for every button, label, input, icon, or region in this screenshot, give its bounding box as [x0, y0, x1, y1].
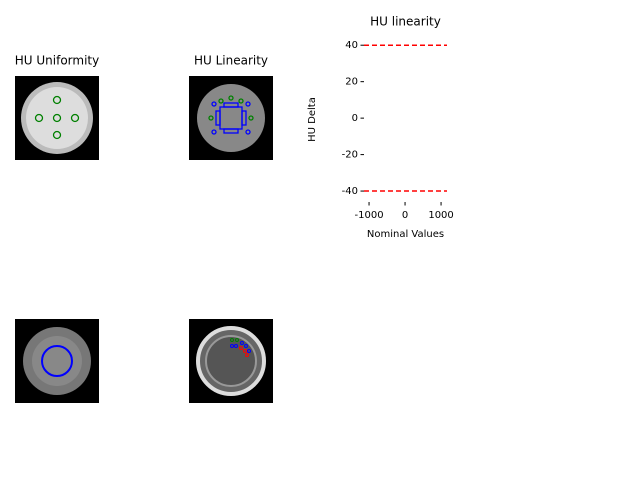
chart-title: HU linearity	[370, 15, 441, 29]
y-tick-label: -40	[342, 186, 358, 197]
y-tick-label: 20	[345, 77, 358, 88]
low-contrast-image	[189, 319, 273, 403]
linearity-image	[189, 76, 273, 160]
x-tick-label: -1000	[355, 210, 384, 221]
x-tick-label: 1000	[428, 210, 453, 221]
uniformity-image	[15, 76, 99, 160]
y-tick-label: 40	[345, 40, 358, 51]
chart-title: HU Uniformity	[15, 54, 99, 68]
plot-area	[364, 44, 447, 192]
x-tick-label: 0	[402, 210, 408, 221]
y-tick-label: 0	[352, 113, 358, 124]
x-axis-label: Nominal Values	[367, 229, 444, 240]
y-tick-label: -20	[342, 150, 358, 161]
y-axis-label: HU Delta	[307, 97, 318, 142]
chart-title: HU Linearity	[194, 54, 268, 68]
resolution-image	[15, 319, 99, 403]
